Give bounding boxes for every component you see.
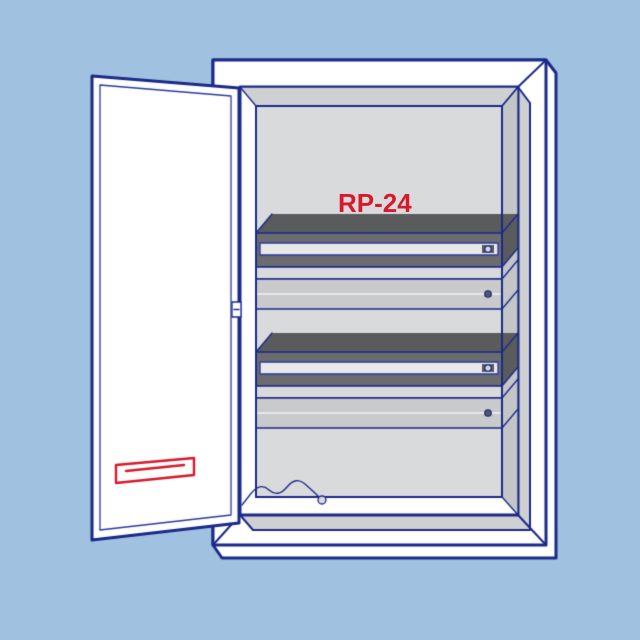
model-label: RP-24	[338, 188, 412, 219]
diagram-canvas	[0, 0, 640, 640]
